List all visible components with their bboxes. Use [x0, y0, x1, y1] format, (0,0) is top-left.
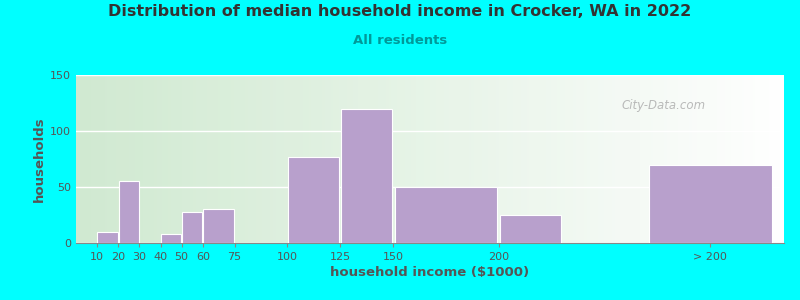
Bar — [161, 234, 182, 243]
Bar — [98, 232, 118, 243]
Text: City-Data.com: City-Data.com — [622, 99, 706, 112]
Text: Distribution of median household income in Crocker, WA in 2022: Distribution of median household income … — [108, 4, 692, 20]
Bar — [182, 212, 202, 243]
Bar — [394, 187, 497, 243]
Bar — [118, 182, 139, 243]
Text: All residents: All residents — [353, 34, 447, 47]
Bar — [203, 209, 234, 243]
X-axis label: household income ($1000): household income ($1000) — [330, 266, 530, 279]
Bar — [500, 215, 561, 243]
Bar — [649, 165, 771, 243]
Bar — [288, 157, 339, 243]
Y-axis label: households: households — [33, 116, 46, 202]
Bar — [341, 109, 392, 243]
